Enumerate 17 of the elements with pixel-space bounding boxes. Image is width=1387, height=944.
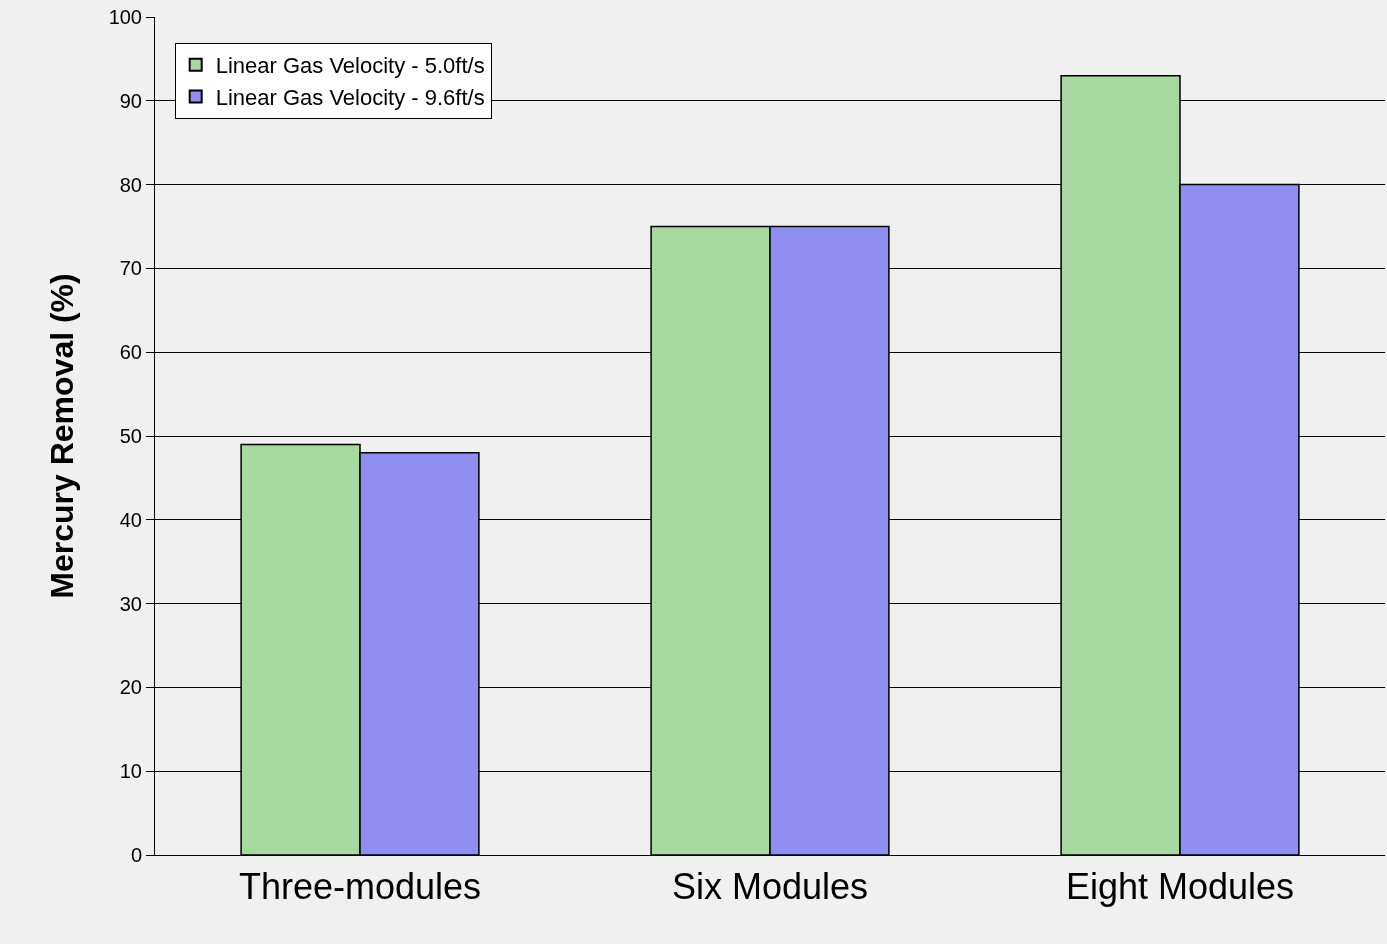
x-tick-label: Eight Modules <box>1065 866 1295 908</box>
y-tick-label: 10 <box>119 760 142 783</box>
x-tick-label: Three-modules <box>238 866 482 908</box>
y-tick-label: 90 <box>119 89 142 112</box>
x-tick-label: Six Modules <box>671 866 869 908</box>
y-tick-label: 30 <box>119 592 142 615</box>
y-tick-label: 50 <box>119 425 142 447</box>
y-tick-label: 70 <box>119 257 142 280</box>
y-tick-label: 0 <box>130 844 142 866</box>
y-tick-label: 40 <box>119 508 142 531</box>
y-tick-label: 100 <box>108 6 142 28</box>
y-tick-label: 20 <box>119 676 142 699</box>
y-tick-label: 80 <box>119 173 142 196</box>
y-axis-title: Mercury Removal (%) <box>43 273 80 599</box>
legend-label: Linear Gas Velocity - 5.0ft/s <box>215 53 485 79</box>
y-tick-label: 60 <box>119 341 142 364</box>
legend-label: Linear Gas Velocity - 9.6ft/s <box>215 84 485 110</box>
